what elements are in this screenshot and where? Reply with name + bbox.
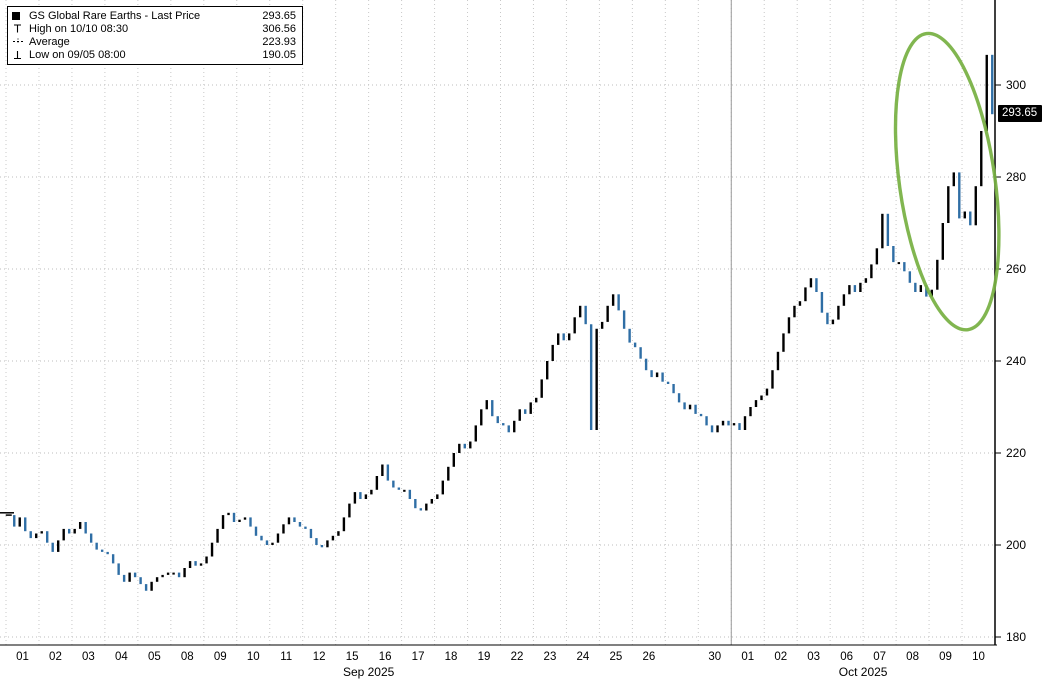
x-axis-day-label: 19 bbox=[478, 651, 491, 663]
x-axis-day-label: 15 bbox=[346, 651, 359, 663]
legend-low-value: 190.05 bbox=[262, 48, 296, 61]
low-marker-icon bbox=[12, 49, 27, 60]
x-axis-day-label: 26 bbox=[642, 651, 655, 663]
last-price-tag: 293.65 bbox=[998, 105, 1043, 123]
x-axis-day-label: 05 bbox=[148, 651, 161, 663]
series-swatch-icon bbox=[12, 11, 27, 20]
x-axis-day-label: 16 bbox=[379, 651, 392, 663]
x-axis-day-label: 03 bbox=[82, 651, 95, 663]
y-axis-label: 220 bbox=[1006, 446, 1026, 460]
legend-average-label: Average bbox=[29, 35, 70, 48]
y-axis-label: 240 bbox=[1006, 354, 1026, 368]
legend-high-value: 306.56 bbox=[262, 22, 296, 35]
x-axis-day-label: 09 bbox=[939, 651, 952, 663]
x-axis-day-label: 10 bbox=[247, 651, 260, 663]
legend-low-label: Low on 09/05 08:00 bbox=[29, 48, 126, 61]
x-axis-month-label: Oct 2025 bbox=[839, 665, 888, 679]
legend-average-value: 223.93 bbox=[262, 35, 296, 48]
legend-row-low: Low on 09/05 08:00 190.05 bbox=[12, 48, 296, 61]
legend-row-high: High on 10/10 08:30 306.56 bbox=[12, 22, 296, 35]
y-axis-label: 280 bbox=[1006, 170, 1026, 184]
x-axis-day-label: 10 bbox=[972, 651, 985, 663]
y-axis-label: 260 bbox=[1006, 262, 1026, 276]
legend-row-average: Average 223.93 bbox=[12, 35, 296, 48]
x-axis-day-label: 12 bbox=[313, 651, 326, 663]
x-axis-day-label: 08 bbox=[906, 651, 919, 663]
x-axis-day-label: 11 bbox=[280, 651, 292, 663]
legend-high-label: High on 10/10 08:30 bbox=[29, 22, 129, 35]
legend-last-price-value: 293.65 bbox=[262, 9, 296, 22]
x-axis-day-label: 06 bbox=[840, 651, 853, 663]
x-axis-day-label: 02 bbox=[774, 651, 787, 663]
x-axis-day-label: 01 bbox=[741, 651, 754, 663]
x-axis-day-label: 09 bbox=[214, 651, 227, 663]
y-axis-label: 180 bbox=[1006, 630, 1026, 644]
x-axis-day-label: 23 bbox=[544, 651, 557, 663]
highlight-ellipse bbox=[893, 31, 1001, 332]
x-axis-day-label: 30 bbox=[708, 651, 721, 663]
x-axis-day-label: 22 bbox=[511, 651, 524, 663]
x-axis-day-label: 03 bbox=[807, 651, 820, 663]
x-axis-day-label: 18 bbox=[445, 651, 458, 663]
y-axis-label: 300 bbox=[1006, 78, 1026, 92]
high-marker-icon bbox=[12, 23, 27, 34]
y-axis-label: 200 bbox=[1006, 538, 1026, 552]
x-axis-day-label: 02 bbox=[49, 651, 62, 663]
average-marker-icon bbox=[12, 36, 27, 47]
x-axis-day-label: 08 bbox=[181, 651, 194, 663]
x-axis-day-label: 07 bbox=[873, 651, 886, 663]
x-axis-month-label: Sep 2025 bbox=[343, 665, 395, 679]
x-axis-day-label: 25 bbox=[609, 651, 622, 663]
x-axis-day-label: 24 bbox=[577, 651, 590, 663]
x-axis-day-label: 17 bbox=[412, 651, 425, 663]
legend-row-last-price: GS Global Rare Earths - Last Price 293.6… bbox=[12, 9, 296, 22]
x-axis-day-label: 04 bbox=[115, 651, 128, 663]
x-axis-day-label: 01 bbox=[16, 651, 29, 663]
chart-legend: GS Global Rare Earths - Last Price 293.6… bbox=[7, 6, 303, 65]
legend-series-label: GS Global Rare Earths - Last Price bbox=[29, 9, 201, 22]
